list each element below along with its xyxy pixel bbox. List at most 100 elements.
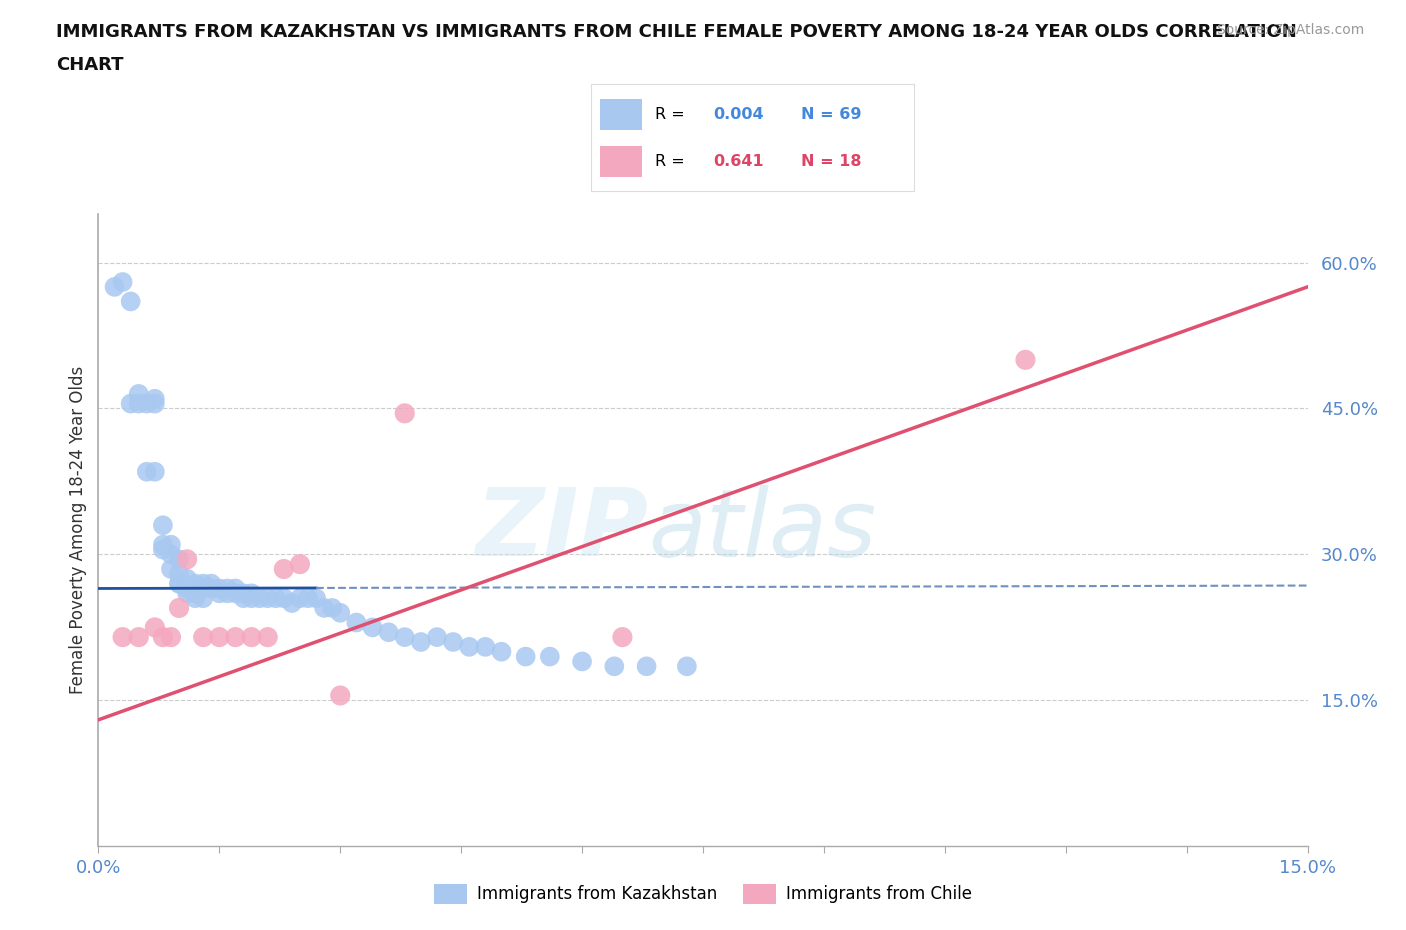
Text: R =: R = bbox=[655, 153, 690, 168]
Point bbox=[208, 581, 231, 596]
Point bbox=[103, 279, 125, 294]
Point bbox=[344, 615, 367, 630]
Point bbox=[143, 620, 166, 635]
Text: N = 69: N = 69 bbox=[801, 107, 862, 122]
Point bbox=[314, 601, 336, 616]
Point bbox=[288, 591, 311, 605]
Point bbox=[288, 557, 311, 572]
Text: ZIP: ZIP bbox=[475, 485, 648, 576]
Point bbox=[167, 551, 190, 566]
Point bbox=[208, 630, 231, 644]
Point bbox=[240, 586, 263, 601]
Point bbox=[200, 577, 222, 591]
Point bbox=[160, 562, 183, 577]
Point bbox=[676, 658, 699, 673]
Point bbox=[167, 566, 190, 581]
Text: 0.004: 0.004 bbox=[713, 107, 763, 122]
Point bbox=[176, 571, 198, 586]
Point bbox=[249, 591, 271, 605]
Point bbox=[232, 591, 254, 605]
Point bbox=[184, 591, 207, 605]
Point bbox=[538, 649, 561, 664]
Point bbox=[193, 577, 215, 591]
Text: R =: R = bbox=[655, 107, 690, 122]
Point bbox=[224, 586, 246, 601]
Point bbox=[120, 396, 142, 411]
Point bbox=[128, 630, 150, 644]
Point bbox=[217, 581, 239, 596]
Point bbox=[128, 387, 150, 402]
Point bbox=[458, 640, 481, 655]
Point bbox=[329, 688, 352, 703]
Point bbox=[474, 640, 496, 655]
Point bbox=[193, 581, 215, 596]
Bar bbox=[600, 146, 643, 177]
Point bbox=[1014, 352, 1036, 367]
Point bbox=[240, 591, 263, 605]
Legend: Immigrants from Kazakhstan, Immigrants from Chile: Immigrants from Kazakhstan, Immigrants f… bbox=[427, 877, 979, 910]
Point bbox=[184, 586, 207, 601]
Point bbox=[297, 591, 319, 605]
Point bbox=[409, 634, 432, 649]
Point bbox=[208, 586, 231, 601]
Point bbox=[152, 630, 174, 644]
Text: atlas: atlas bbox=[648, 485, 877, 576]
Point bbox=[305, 591, 328, 605]
Bar bbox=[600, 99, 643, 129]
Point bbox=[152, 538, 174, 552]
Point bbox=[394, 630, 416, 644]
Point bbox=[167, 577, 190, 591]
Point bbox=[176, 586, 198, 601]
Point bbox=[426, 630, 449, 644]
Point bbox=[264, 591, 287, 605]
Point bbox=[636, 658, 658, 673]
Text: N = 18: N = 18 bbox=[801, 153, 862, 168]
Point bbox=[256, 591, 278, 605]
Point bbox=[281, 595, 304, 610]
Point bbox=[224, 630, 246, 644]
Point bbox=[120, 294, 142, 309]
Point bbox=[394, 405, 416, 420]
Point bbox=[143, 392, 166, 406]
Text: 0.641: 0.641 bbox=[713, 153, 763, 168]
Point bbox=[176, 581, 198, 596]
Point bbox=[273, 591, 295, 605]
Text: IMMIGRANTS FROM KAZAKHSTAN VS IMMIGRANTS FROM CHILE FEMALE POVERTY AMONG 18-24 Y: IMMIGRANTS FROM KAZAKHSTAN VS IMMIGRANTS… bbox=[56, 23, 1296, 41]
Point bbox=[603, 658, 626, 673]
Text: Source: ZipAtlas.com: Source: ZipAtlas.com bbox=[1216, 23, 1364, 37]
Point bbox=[135, 396, 157, 411]
Point bbox=[152, 542, 174, 557]
Point bbox=[111, 630, 134, 644]
Point bbox=[273, 562, 295, 577]
Point bbox=[232, 586, 254, 601]
Point bbox=[193, 591, 215, 605]
Point bbox=[491, 644, 513, 659]
Point bbox=[321, 601, 343, 616]
Point bbox=[143, 464, 166, 479]
Point bbox=[361, 620, 384, 635]
Point bbox=[167, 577, 190, 591]
Point bbox=[441, 634, 464, 649]
Point bbox=[160, 547, 183, 562]
Point bbox=[329, 605, 352, 620]
Point bbox=[377, 625, 399, 640]
Point bbox=[612, 630, 634, 644]
Text: CHART: CHART bbox=[56, 56, 124, 73]
Point bbox=[256, 630, 278, 644]
Point bbox=[152, 518, 174, 533]
Point bbox=[160, 538, 183, 552]
Point bbox=[571, 654, 593, 669]
Y-axis label: Female Poverty Among 18-24 Year Olds: Female Poverty Among 18-24 Year Olds bbox=[69, 366, 87, 694]
Point bbox=[217, 586, 239, 601]
Point bbox=[176, 551, 198, 566]
Point bbox=[167, 601, 190, 616]
Point bbox=[515, 649, 537, 664]
Point bbox=[240, 630, 263, 644]
Point bbox=[128, 396, 150, 411]
Point bbox=[193, 630, 215, 644]
Point bbox=[143, 396, 166, 411]
Point bbox=[135, 464, 157, 479]
Point bbox=[200, 581, 222, 596]
Point bbox=[184, 577, 207, 591]
Point bbox=[160, 630, 183, 644]
